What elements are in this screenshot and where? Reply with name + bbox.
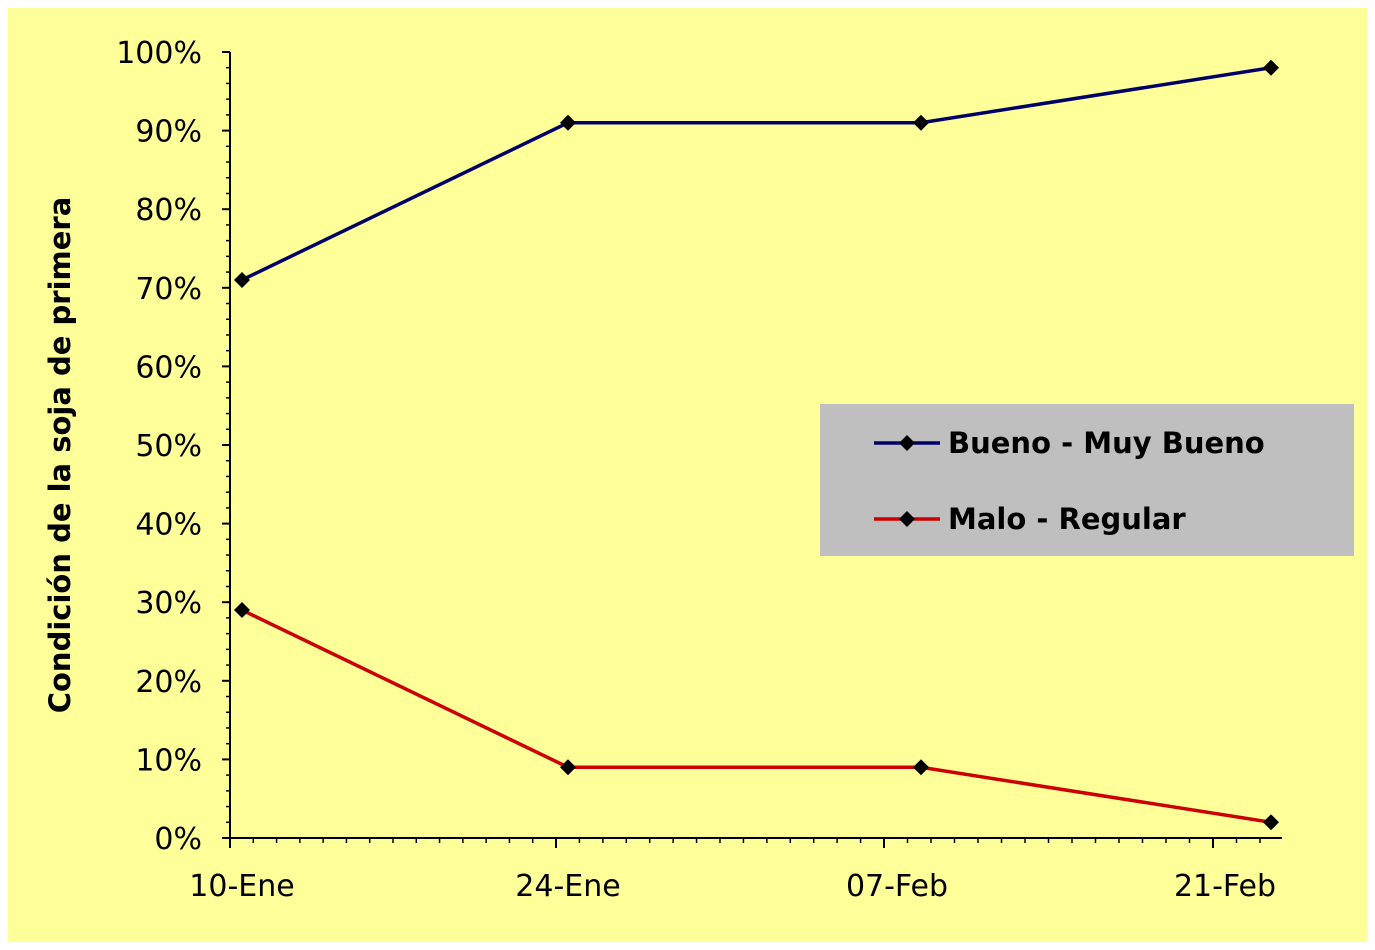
data-point-marker [913,114,929,131]
data-point-marker [234,271,250,288]
data-point-marker [1263,59,1279,76]
x-tick-label: 21-Feb [1174,869,1276,904]
data-point-marker [560,759,576,776]
y-tick-label: 60% [135,350,202,385]
y-tick-label: 30% [135,586,202,621]
legend-marker [899,435,915,451]
y-tick-label: 10% [135,743,202,778]
y-tick-label: 90% [135,115,202,150]
legend-label: Malo - Regular [948,502,1186,536]
y-tick-label: 70% [135,272,202,307]
series-line-1 [241,608,1272,825]
y-tick-label: 40% [135,508,202,543]
series-layer [234,59,1279,831]
y-tick-label: 100% [116,36,202,71]
data-point-marker [560,114,576,131]
legend-label: Bueno - Muy Bueno [948,426,1265,460]
y-tick-label: 50% [135,429,202,464]
x-tick-label: 24-Ene [515,869,620,904]
x-tick-label: 07-Feb [846,869,948,904]
y-tick-label: 20% [135,665,202,700]
y-axis-title: Condición de la soja de primera [43,197,77,714]
legend-box [820,404,1354,556]
axes: 0% 10% 20% 30% 40% 50% 60% 70% 80% 90% 100% 10-Ene 2… [43,36,1282,904]
data-point-marker [234,602,250,619]
y-tick-label: 80% [135,193,202,228]
data-point-marker [1263,814,1279,831]
data-point-marker [913,759,929,776]
x-tick-label: 10-Ene [189,869,294,904]
legend-marker [899,511,915,527]
series-line-0 [241,65,1272,282]
y-tick-label: 0% [154,822,202,857]
legend: Bueno - Muy Bueno Malo - Regular [820,404,1354,556]
